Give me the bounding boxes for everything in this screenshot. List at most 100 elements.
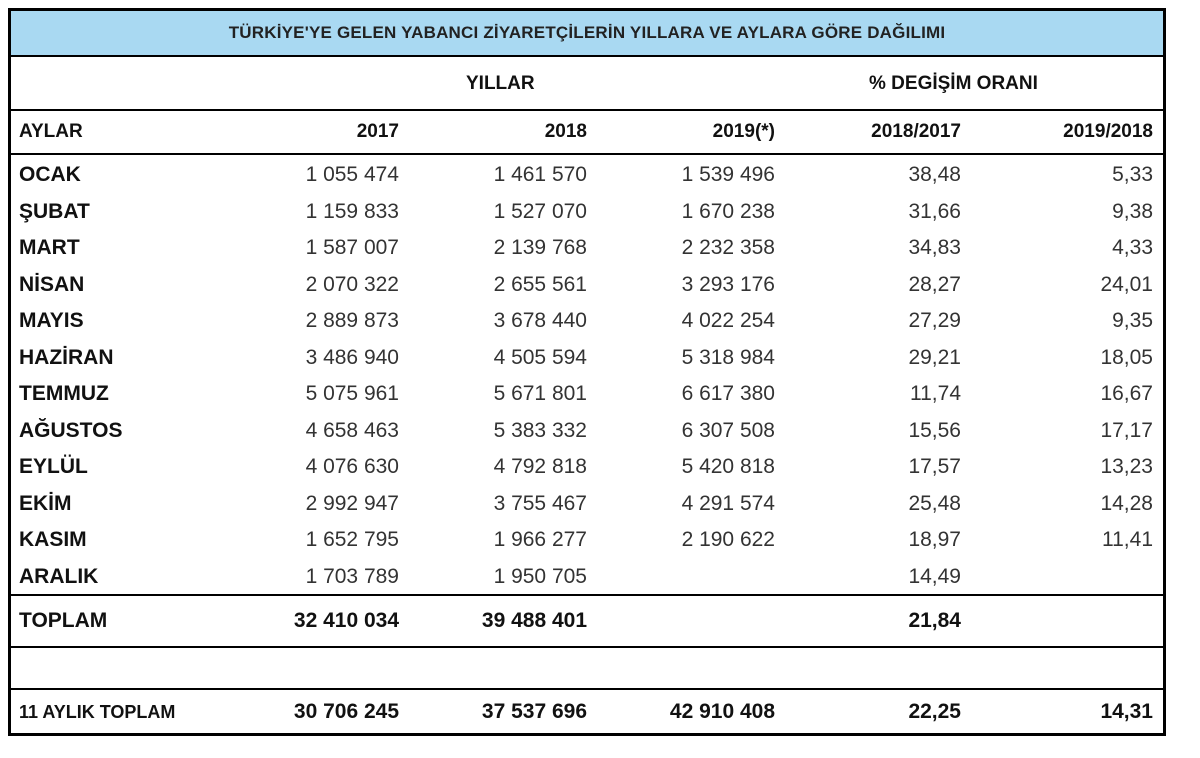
change-2018-2017: 38,48	[908, 163, 961, 186]
change-2018-2017: 27,29	[908, 309, 961, 332]
col-2019-header: 2019(*)	[712, 121, 775, 142]
change-2018-2017: 14,49	[908, 564, 961, 588]
eleven-month-total-label: 11 AYLIK TOPLAM	[19, 701, 176, 722]
body-divider	[11, 153, 1163, 155]
value-2018: 2 139 768	[493, 236, 587, 259]
total-divider	[11, 594, 1163, 596]
change-2019-2018: 18,05	[1100, 345, 1153, 369]
total-change-2018-2017: 21,84	[908, 609, 961, 632]
total-2018: 39 488 401	[481, 609, 587, 632]
change-2018-2017: 28,27	[908, 272, 961, 296]
month-label: EYLÜL	[19, 455, 88, 478]
change-2019-2018: 9,38	[1112, 199, 1153, 223]
value-2019: 5 420 818	[681, 455, 775, 478]
eleven-month-total-2019: 42 910 408	[669, 700, 775, 723]
table-row: TEMMUZ 5 075 961 5 671 801 6 617 380 11,74 16…	[11, 376, 1163, 412]
month-column-header: AYLAR	[19, 121, 83, 142]
change-2018-2017: 25,48	[908, 491, 961, 515]
table-row: KASIM 1 652 795 1 966 277 2 190 622 18,97 11,…	[11, 522, 1163, 558]
change-2019-2018: 16,67	[1100, 382, 1153, 405]
value-2019: 1 539 496	[681, 163, 775, 186]
table-row: OCAK 1 055 474 1 461 570 1 539 496 38,48 5,33	[11, 157, 1163, 193]
header-divider	[11, 109, 1163, 111]
change-2019-2018: 14,28	[1100, 491, 1153, 515]
month-label: NİSAN	[19, 272, 85, 296]
change-2018-2017: 18,97	[908, 528, 961, 551]
change-2019-2018: 17,17	[1100, 418, 1153, 442]
group-header-row: YILLAR % DEGİŞİM ORANI	[11, 59, 1163, 109]
value-2017: 2 070 322	[305, 272, 399, 296]
month-label: TEMMUZ	[19, 382, 109, 405]
change-2018-2017: 29,21	[908, 345, 961, 369]
eleven-month-total-change-2019-2018: 14,31	[1100, 700, 1153, 723]
table-row: AĞUSTOS 4 658 463 5 383 332 6 307 508 15,56 1…	[11, 413, 1163, 449]
change-2019-2018: 5,33	[1112, 163, 1153, 186]
change-2018-2017: 15,56	[908, 418, 961, 442]
value-2017: 1 587 007	[305, 236, 399, 259]
month-label: MAYIS	[19, 309, 84, 332]
eleven-month-total-change-2018-2017: 22,25	[908, 700, 961, 723]
total-2017: 32 410 034	[293, 609, 399, 632]
change-2018-2017: 31,66	[908, 199, 961, 223]
statistics-table: TÜRKİYE'YE GELEN YABANCI ZİYARETÇİLERİN …	[8, 8, 1166, 736]
change-2019-2018: 24,01	[1100, 272, 1153, 296]
change-2019-2018: 9,35	[1112, 309, 1153, 332]
eleven-month-total-2017: 30 706 245	[293, 700, 399, 723]
value-2018: 1 461 570	[493, 163, 587, 186]
change-2019-2018: 11,41	[1102, 528, 1153, 551]
value-2017: 2 992 947	[305, 491, 399, 515]
value-2018: 4 505 594	[493, 345, 587, 369]
table-row: EKİM 2 992 947 3 755 467 4 291 574 25,48 14,2…	[11, 486, 1163, 522]
month-label: AĞUSTOS	[19, 418, 123, 442]
change-group-header: % DEGİŞİM ORANI	[869, 73, 1038, 94]
value-2019: 4 022 254	[681, 309, 775, 332]
total-label: TOPLAM	[19, 609, 108, 632]
value-2017: 1 055 474	[305, 163, 399, 186]
table-row: EYLÜL 4 076 630 4 792 818 5 420 818 17,57 13,…	[11, 449, 1163, 485]
value-2019: 6 307 508	[681, 418, 775, 442]
value-2017: 3 486 940	[305, 345, 399, 369]
month-label: EKİM	[19, 491, 72, 515]
eleven-month-total-row: 11 AYLIK TOPLAM 30 706 245 37 537 696 42…	[11, 690, 1163, 734]
month-label: HAZİRAN	[19, 345, 114, 369]
value-2018: 4 792 818	[493, 455, 587, 478]
change-2018-2017: 11,74	[910, 382, 961, 405]
change-2018-2017: 34,83	[908, 236, 961, 259]
value-2017: 5 075 961	[305, 382, 399, 405]
value-2017: 4 076 630	[305, 455, 399, 478]
table-row: ARALIK 1 703 789 1 950 705 14,49	[11, 559, 1163, 595]
spacer-bottom-divider	[11, 688, 1163, 690]
month-label: KASIM	[19, 528, 87, 551]
change-2019-2018: 13,23	[1100, 455, 1153, 478]
total-row: TOPLAM 32 410 034 39 488 401 21,84	[11, 596, 1163, 646]
col-2018-header: 2018	[544, 121, 587, 142]
month-label: ARALIK	[19, 564, 99, 588]
value-2017: 1 159 833	[305, 199, 399, 223]
value-2017: 1 703 789	[305, 564, 399, 588]
value-2019: 4 291 574	[681, 491, 775, 515]
col-2017-header: 2017	[356, 121, 399, 142]
change-2019-2018: 4,33	[1112, 236, 1153, 259]
value-2019: 6 617 380	[681, 382, 775, 405]
value-2019: 2 232 358	[681, 236, 775, 259]
table-row: ŞUBAT 1 159 833 1 527 070 1 670 238 31,66 9,3…	[11, 194, 1163, 230]
column-header-row: AYLAR 2017 2018 2019(*) 2018/2017 2019/2…	[11, 111, 1163, 153]
value-2019: 2 190 622	[681, 528, 775, 551]
table-row: MAYIS 2 889 873 3 678 440 4 022 254 27,29 9,3…	[11, 303, 1163, 339]
years-group-header: YILLAR	[466, 73, 535, 94]
col-change-2018-2017-header: 2018/2017	[871, 121, 961, 142]
value-2018: 1 950 705	[493, 564, 587, 588]
table-row: HAZİRAN 3 486 940 4 505 594 5 318 984 29,21 1…	[11, 340, 1163, 376]
eleven-month-total-2018: 37 537 696	[481, 700, 587, 723]
value-2019: 5 318 984	[681, 345, 775, 369]
table-row: NİSAN 2 070 322 2 655 561 3 293 176 28,27 24,…	[11, 267, 1163, 303]
table-row: MART 1 587 007 2 139 768 2 232 358 34,83 4,33	[11, 230, 1163, 266]
table-title: TÜRKİYE'YE GELEN YABANCI ZİYARETÇİLERİN …	[11, 11, 1163, 57]
change-2018-2017: 17,57	[908, 455, 961, 478]
value-2017: 4 658 463	[305, 418, 399, 442]
value-2018: 5 671 801	[493, 382, 587, 405]
value-2018: 3 755 467	[493, 491, 587, 515]
value-2018: 1 527 070	[493, 199, 587, 223]
col-change-2019-2018-header: 2019/2018	[1063, 121, 1153, 142]
month-label: OCAK	[19, 163, 81, 186]
